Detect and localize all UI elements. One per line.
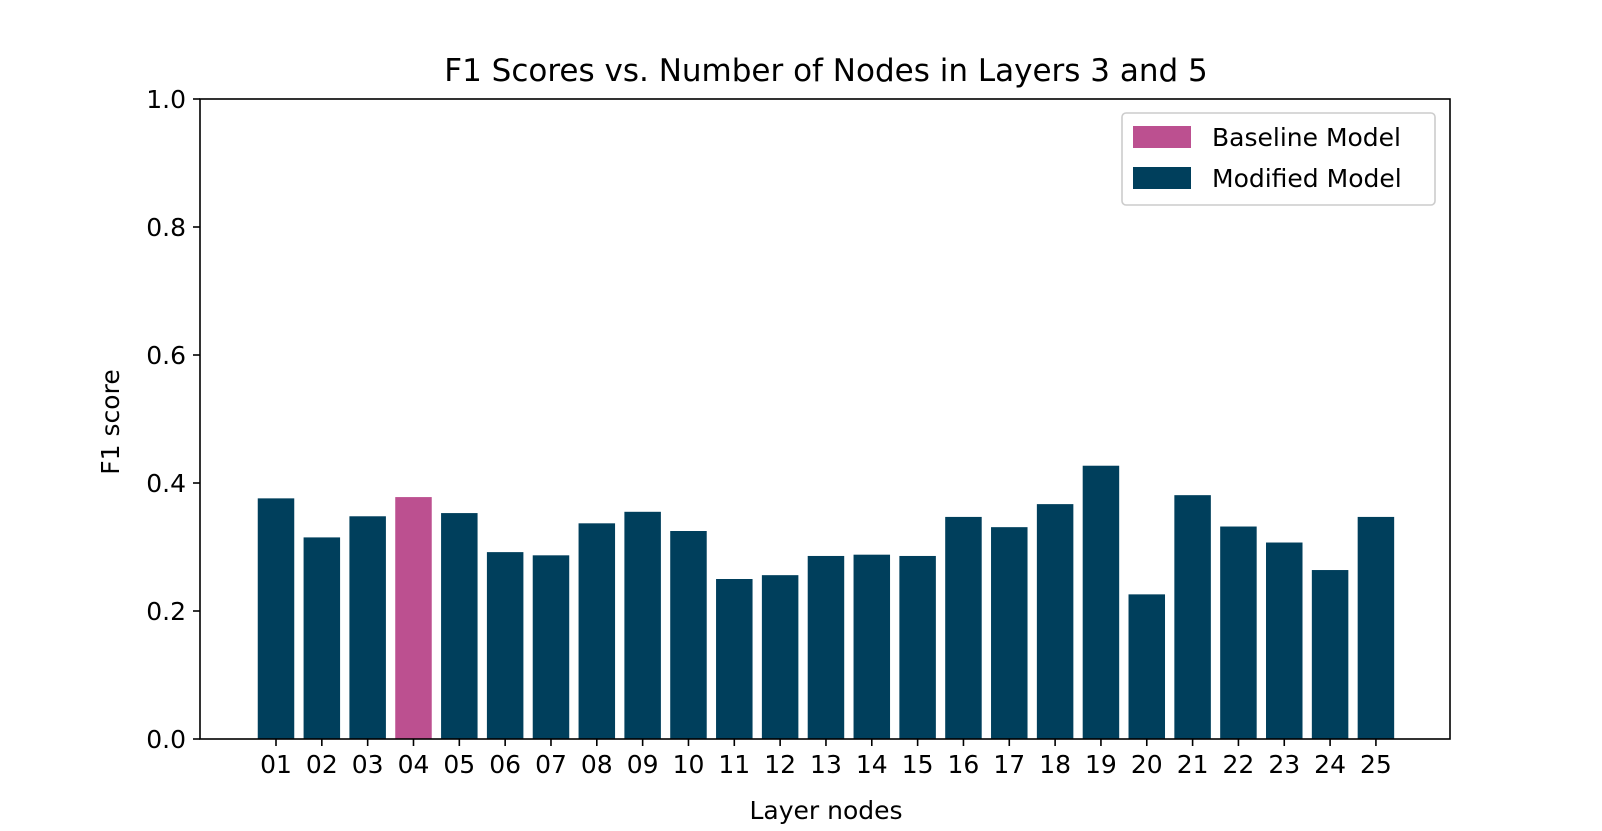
chart-title: F1 Scores vs. Number of Nodes in Layers …: [444, 53, 1208, 89]
x-tick-label: 18: [1039, 750, 1071, 779]
y-tick-label: 0.6: [146, 341, 186, 370]
x-tick-label: 13: [810, 750, 842, 779]
x-tick-label: 12: [764, 750, 796, 779]
y-tick-label: 0.0: [146, 725, 186, 754]
x-tick-label: 11: [718, 750, 750, 779]
bar: [807, 555, 845, 739]
bar: [1311, 570, 1349, 739]
bar: [257, 498, 295, 739]
bar: [624, 511, 661, 739]
bar: [486, 552, 524, 739]
bar: [670, 531, 707, 739]
bar: [991, 527, 1028, 739]
x-axis-label: Layer nodes: [749, 796, 902, 825]
bar: [441, 513, 478, 739]
x-tick-label: 16: [948, 750, 980, 779]
x-tick-label: 02: [306, 750, 338, 779]
x-tick-label: 20: [1131, 750, 1163, 779]
y-tick-label: 1.0: [146, 85, 186, 114]
x-tick-label: 07: [535, 750, 567, 779]
x-tick-label: 19: [1085, 750, 1117, 779]
bar: [1220, 526, 1257, 739]
bar: [1128, 594, 1166, 739]
y-ticks: 0.0 0.2 0.4 0.6 0.8 1.0: [146, 85, 200, 754]
x-tick-label: 24: [1314, 750, 1346, 779]
x-tick-label: 17: [993, 750, 1025, 779]
legend-label-baseline: Baseline Model: [1212, 123, 1401, 152]
legend-swatch-modified: [1133, 167, 1191, 189]
bar: [761, 575, 799, 739]
x-tick-label: 10: [673, 750, 705, 779]
x-tick-label: 04: [398, 750, 430, 779]
x-tick-label: 23: [1268, 750, 1300, 779]
plot-area-frame: [199, 98, 1451, 740]
bar-baseline: [395, 497, 432, 739]
bar: [1036, 504, 1074, 739]
x-ticks: 01 02 03 04 05 06 07 08 09 10 11 12 13 14 15 16 17 18 19 20…: [260, 739, 1392, 779]
bar: [1357, 516, 1395, 739]
bar: [578, 523, 616, 739]
bar: [349, 516, 386, 739]
bar: [1266, 542, 1303, 739]
x-tick-label: 25: [1360, 750, 1392, 779]
bar: [716, 579, 753, 739]
y-axis-label: F1 score: [96, 369, 125, 474]
bar: [945, 516, 982, 739]
bar: [532, 555, 570, 739]
x-tick-label: 05: [443, 750, 475, 779]
bar: [853, 554, 891, 739]
x-tick-label: 09: [627, 750, 659, 779]
x-tick-label: 15: [902, 750, 934, 779]
x-tick-label: 14: [856, 750, 888, 779]
legend-box: [1121, 112, 1436, 206]
y-tick-label: 0.2: [146, 597, 186, 626]
legend: Baseline Model Modified Model: [1121, 112, 1436, 206]
bar: [1174, 495, 1211, 739]
bar: [303, 537, 341, 739]
bar: [1082, 465, 1120, 739]
bars-group: [257, 465, 1395, 739]
y-tick-label: 0.8: [146, 213, 186, 242]
x-tick-label: 08: [581, 750, 613, 779]
legend-swatch-baseline: [1133, 126, 1191, 148]
legend-label-modified: Modified Model: [1212, 164, 1402, 193]
y-tick-label: 0.4: [146, 469, 186, 498]
x-tick-label: 06: [489, 750, 521, 779]
x-tick-label: 21: [1177, 750, 1209, 779]
x-tick-label: 01: [260, 750, 292, 779]
x-tick-label: 03: [352, 750, 384, 779]
bar: [899, 555, 936, 739]
x-tick-label: 22: [1223, 750, 1255, 779]
